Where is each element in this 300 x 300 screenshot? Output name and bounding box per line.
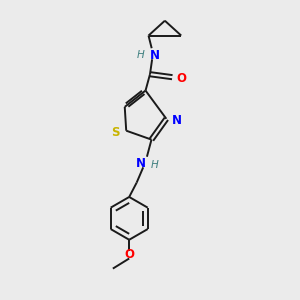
Text: H: H	[151, 160, 158, 170]
Text: O: O	[124, 248, 134, 261]
Text: H: H	[137, 50, 145, 60]
Text: O: O	[176, 72, 186, 85]
Text: N: N	[172, 114, 182, 127]
Text: N: N	[149, 49, 160, 62]
Text: S: S	[112, 126, 120, 139]
Text: N: N	[136, 157, 146, 170]
